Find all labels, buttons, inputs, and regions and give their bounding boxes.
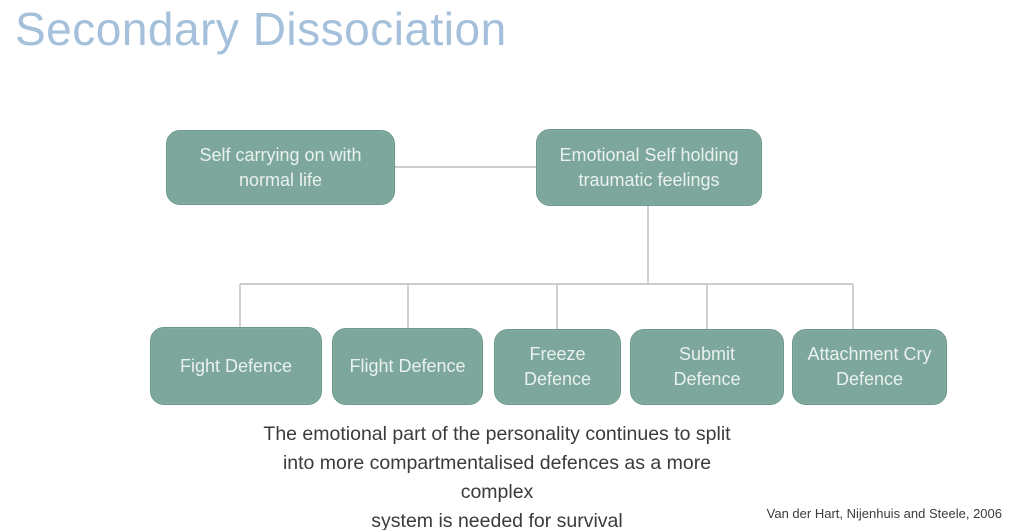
node-freeze-defence-label: Freeze Defence [523, 344, 592, 389]
caption-line-3: system is needed for survival [371, 510, 623, 530]
node-fight-defence: Fight Defence [150, 327, 322, 405]
node-self-normal-life: Self carrying on with normal life [166, 130, 395, 205]
caption-line-1: The emotional part of the personality co… [263, 423, 731, 445]
node-attachment-cry-defence-label: Attachment Cry Defence [807, 344, 932, 389]
caption-line-2: into more compartmentalised defences as … [282, 452, 712, 503]
page-title: Secondary Dissociation [15, 3, 507, 55]
node-fight-defence-label: Fight Defence [179, 355, 293, 376]
citation: Van der Hart, Nijenhuis and Steele, 2006 [766, 506, 1002, 521]
node-freeze-defence: Freeze Defence [494, 329, 621, 405]
caption: The emotional part of the personality co… [262, 420, 732, 530]
node-submit-defence: Submit Defence [630, 329, 784, 405]
node-submit-defence-label: Submit Defence [673, 344, 741, 389]
node-self-normal-life-label: Self carrying on with normal life [199, 144, 362, 190]
node-emotional-self: Emotional Self holding traumatic feeling… [536, 129, 762, 206]
node-emotional-self-label: Emotional Self holding traumatic feeling… [559, 144, 739, 190]
node-flight-defence: Flight Defence [332, 328, 483, 405]
node-attachment-cry-defence: Attachment Cry Defence [792, 329, 947, 405]
node-flight-defence-label: Flight Defence [349, 356, 466, 377]
